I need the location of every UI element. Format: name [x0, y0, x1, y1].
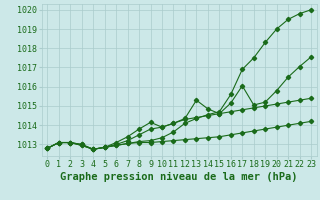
X-axis label: Graphe pression niveau de la mer (hPa): Graphe pression niveau de la mer (hPa)	[60, 172, 298, 182]
